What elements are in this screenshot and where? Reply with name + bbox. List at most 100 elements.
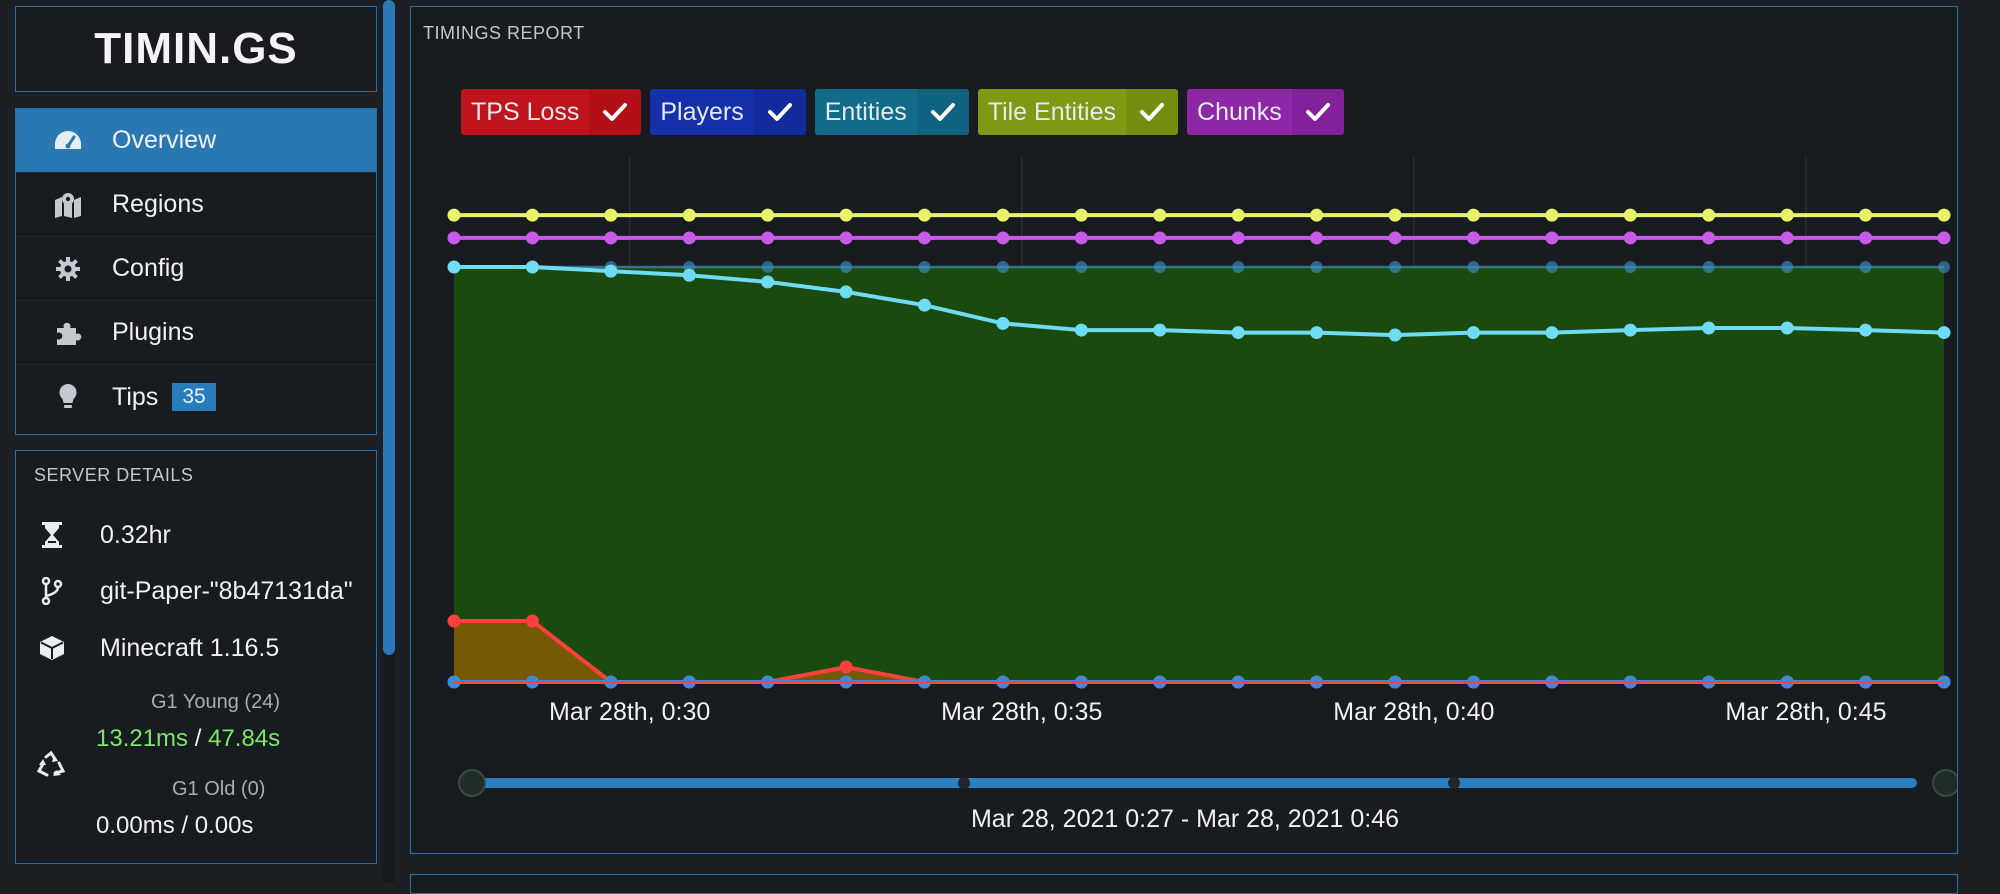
gc-separator: / — [194, 725, 202, 752]
time-range-label: Mar 28, 2021 0:27 - Mar 28, 2021 0:46 — [970, 805, 1400, 833]
data-point-chunks — [1937, 231, 1951, 245]
data-point-chunks — [996, 231, 1010, 245]
x-tick-label: Mar 28th, 0:30 — [549, 698, 710, 726]
data-point-tps — [1781, 261, 1794, 273]
data-point-tps — [761, 261, 774, 273]
recycle-icon — [36, 750, 66, 784]
data-point-entities — [1702, 321, 1716, 335]
sidebar-item-plugins[interactable]: Plugins — [16, 301, 376, 365]
data-point-tps — [918, 261, 931, 273]
data-point-chunks — [1466, 231, 1480, 245]
lightbulb-icon — [48, 383, 88, 411]
data-point-tile-entities — [1466, 208, 1480, 222]
data-point-entities — [918, 298, 932, 312]
data-point-tile-entities — [1859, 208, 1873, 222]
data-point-chunks — [525, 231, 539, 245]
data-point-entities — [1545, 326, 1559, 340]
data-point-tps-loss — [525, 614, 539, 628]
brand-logo-text: TIMIN.GS — [94, 24, 298, 73]
series-area-tps — [454, 267, 1944, 682]
version-row: git-Paper-"8b47131da" — [16, 571, 353, 611]
sidebar-item-overview[interactable]: Overview — [16, 109, 376, 173]
sidebar-item-label: Plugins — [112, 318, 194, 346]
data-point-chunks — [604, 231, 618, 245]
gc-young-s: 47.84s — [208, 725, 281, 752]
legend-label: Players — [650, 89, 754, 135]
server-details-panel: SERVER DETAILS 0.32hr git-Paper-"8b47131… — [15, 450, 377, 864]
range-slider-tick[interactable] — [958, 777, 970, 789]
chart-legend: TPS Loss Players Entities Tile Entities … — [461, 89, 1344, 135]
range-slider-tick[interactable] — [1448, 777, 1460, 789]
sidebar-item-label: Tips — [112, 382, 159, 411]
series-line-entities — [454, 265, 1945, 338]
data-point-tps — [1389, 261, 1402, 273]
data-point-chunks — [761, 231, 775, 245]
legend-toggle-entities[interactable]: Entities — [814, 89, 969, 135]
data-point-chunks — [447, 231, 461, 245]
legend-label: TPS Loss — [461, 89, 590, 135]
data-point-entities — [447, 260, 461, 274]
server-version-value: git-Paper-"8b47131da" — [100, 576, 353, 605]
speedometer-icon — [48, 129, 88, 153]
data-point-chunks — [839, 231, 853, 245]
timings-report-panel: TIMINGS REPORT TPS Loss Players Entities… — [410, 6, 1958, 854]
sidebar-item-config[interactable]: Config — [16, 237, 376, 301]
sidebar-item-label: Config — [112, 254, 185, 282]
gc-young-label: G1 Young (24) — [151, 691, 280, 713]
data-point-tile-entities — [1545, 208, 1559, 222]
data-point-chunks — [1310, 231, 1324, 245]
data-point-entities — [525, 260, 539, 274]
sidebar-item-regions[interactable]: Regions — [16, 173, 376, 237]
gc-young-value: 13.21ms / 47.84s — [96, 725, 280, 753]
gc-young-ms: 13.21ms — [96, 725, 189, 752]
data-point-entities — [1153, 323, 1167, 337]
data-point-entities — [839, 285, 853, 299]
data-point-tps — [1859, 261, 1872, 273]
checkmark-icon — [589, 89, 642, 135]
range-slider-track[interactable] — [467, 778, 1917, 788]
section-title: SERVER DETAILS — [34, 465, 194, 485]
range-slider-start-handle[interactable] — [458, 769, 486, 797]
legend-toggle-tps-loss[interactable]: TPS Loss — [461, 89, 642, 135]
x-tick-label: Mar 28th, 0:35 — [941, 698, 1102, 726]
sidebar-item-label: Overview — [112, 126, 217, 154]
data-point-chunks — [1231, 231, 1245, 245]
range-slider-end-handle[interactable] — [1932, 769, 1957, 797]
data-point-tps — [1624, 261, 1637, 273]
hourglass-icon — [34, 521, 70, 549]
data-point-tps — [1232, 261, 1245, 273]
data-point-tile-entities — [1702, 208, 1716, 222]
data-point-chunks — [1623, 231, 1637, 245]
puzzle-icon — [48, 319, 88, 347]
data-point-tile-entities — [1937, 208, 1951, 222]
cube-icon — [34, 635, 70, 661]
data-point-entities — [1780, 321, 1794, 335]
legend-label: Entities — [814, 89, 917, 135]
data-point-tile-entities — [761, 208, 775, 222]
data-point-chunks — [1780, 231, 1794, 245]
data-point-chunks — [1702, 231, 1716, 245]
sidebar-nav: Overview Regions Config Plugins Tips 35 — [15, 108, 377, 435]
data-point-tps — [1938, 261, 1950, 273]
data-point-chunks — [1859, 231, 1873, 245]
legend-label: Tile Entities — [977, 89, 1127, 135]
legend-toggle-players[interactable]: Players — [650, 89, 806, 135]
uptime-value: 0.32hr — [100, 520, 171, 549]
legend-toggle-chunks[interactable]: Chunks — [1187, 89, 1344, 135]
data-point-tps — [996, 261, 1009, 273]
git-branch-icon — [34, 577, 70, 605]
scrollbar-thumb[interactable] — [383, 0, 395, 655]
x-tick-label: Mar 28th, 0:40 — [1333, 698, 1494, 726]
data-point-tile-entities — [996, 208, 1010, 222]
legend-label: Chunks — [1187, 89, 1292, 135]
data-point-chunks — [1074, 231, 1088, 245]
sidebar-item-tips[interactable]: Tips 35 — [16, 365, 376, 429]
data-point-tile-entities — [682, 208, 696, 222]
data-point-tile-entities — [1388, 208, 1402, 222]
data-point-tile-entities — [604, 208, 618, 222]
data-point-chunks — [918, 231, 932, 245]
data-point-tile-entities — [1231, 208, 1245, 222]
legend-toggle-tile-entities[interactable]: Tile Entities — [977, 89, 1179, 135]
map-marker-icon — [48, 192, 88, 218]
data-point-entities — [682, 268, 696, 282]
